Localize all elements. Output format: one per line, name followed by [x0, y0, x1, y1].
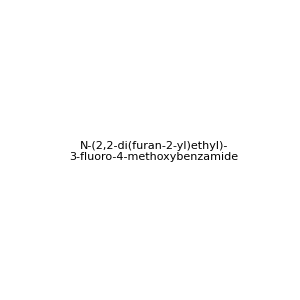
Text: N-(2,2-di(furan-2-yl)ethyl)-
3-fluoro-4-methoxybenzamide: N-(2,2-di(furan-2-yl)ethyl)- 3-fluoro-4-… [69, 141, 238, 162]
